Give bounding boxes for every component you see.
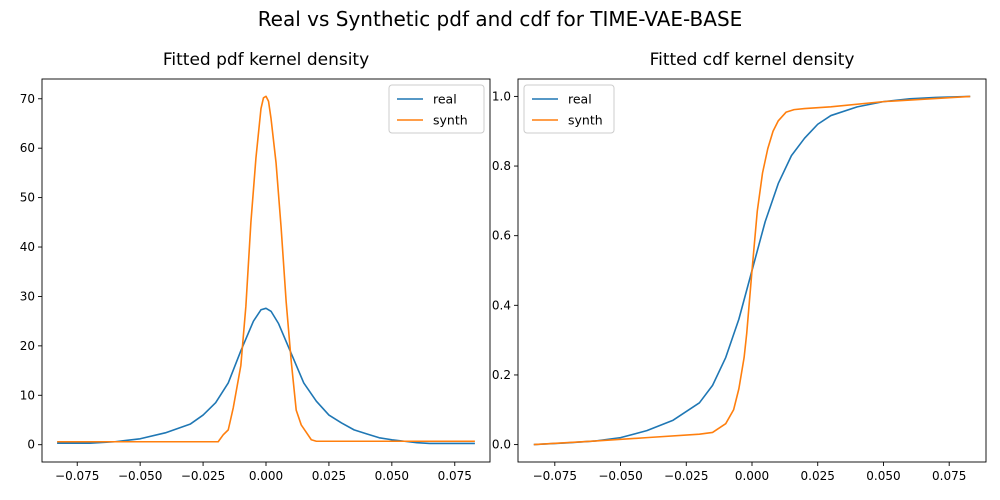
legend: real synth	[389, 85, 484, 133]
y-tick-label: 20	[20, 339, 35, 353]
x-tick-label: −0.050	[598, 469, 642, 483]
y-tick-label: 60	[20, 141, 35, 155]
legend-label-synth: synth	[568, 113, 603, 128]
y-tick-label: 0.6	[492, 229, 511, 243]
x-tick-label: 0.075	[932, 469, 966, 483]
y-tick-label: 10	[20, 388, 35, 402]
y-tick-label: 1.0	[492, 89, 511, 103]
legend: real synth	[524, 85, 614, 133]
y-tick-label: 0.2	[492, 368, 511, 382]
chart-title: Fitted cdf kernel density	[650, 50, 855, 70]
x-tick-label: −0.075	[533, 469, 577, 483]
x-tick-label: −0.025	[664, 469, 708, 483]
x-tick-label: −0.050	[118, 469, 162, 483]
legend-label-synth: synth	[433, 113, 468, 128]
y-tick-label: 70	[20, 92, 35, 106]
y-tick-label: 0.0	[492, 438, 511, 452]
y-tick-label: 0	[27, 438, 35, 452]
x-tick-label: −0.075	[55, 469, 99, 483]
x-tick-label: 0.000	[249, 469, 283, 483]
y-tick-label: 0.8	[492, 159, 511, 173]
x-tick-label: 0.050	[375, 469, 409, 483]
legend-label-real: real	[568, 92, 592, 107]
x-tick-label: 0.050	[866, 469, 900, 483]
y-tick-label: 50	[20, 191, 35, 205]
x-tick-label: 0.000	[735, 469, 769, 483]
x-tick-label: 0.025	[312, 469, 346, 483]
y-tick-label: 30	[20, 289, 35, 303]
x-tick-label: 0.025	[801, 469, 835, 483]
figure-title: Real vs Synthetic pdf and cdf for TIME-V…	[258, 7, 743, 31]
y-tick-label: 0.4	[492, 298, 511, 312]
legend-label-real: real	[433, 92, 457, 107]
y-tick-label: 40	[20, 240, 35, 254]
x-tick-label: 0.075	[438, 469, 472, 483]
x-tick-label: −0.025	[181, 469, 225, 483]
chart-title: Fitted pdf kernel density	[163, 50, 369, 70]
